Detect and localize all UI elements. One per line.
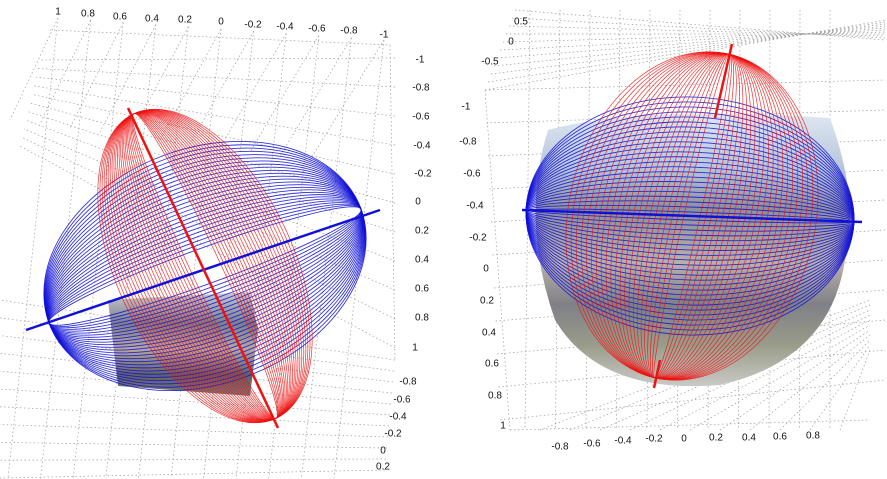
tick-label: -0.4 [466,201,484,212]
tick-label: 0.4 [742,433,756,444]
tick-label: 1 [55,7,61,18]
tick-label: 0.6 [773,432,787,443]
tick-label: 0 [483,264,489,275]
tick-label: 0.4 [482,328,496,339]
grid-line [280,38,351,156]
grid-line [0,425,388,437]
grid-line [220,33,286,148]
grid-line [0,442,387,448]
grid-line [512,18,885,38]
grid-line [0,470,385,478]
tick-label: -0.8 [399,377,417,388]
grid-line [0,407,389,426]
tick-label: -1 [380,30,389,41]
tick-label: -0.4 [413,141,431,152]
tick-label: -0.2 [384,429,402,440]
grid-line [8,18,58,478]
tick-label: -0.6 [463,169,481,180]
tick-label: -1 [462,102,471,113]
tick-label: 0.5 [514,17,528,28]
tick-label: 0 [380,446,386,457]
grid-line [34,86,395,145]
grid-line [70,22,123,128]
grid-line [0,459,386,460]
tick-label: 1 [412,343,418,354]
tick-label: -0.6 [393,395,411,406]
grid-line [301,38,351,478]
grid-line [491,24,885,74]
tick-label: 0.2 [415,226,429,237]
tick-label: 0 [415,197,421,208]
tick-label: -0.2 [414,169,432,180]
tick-label: 0.4 [145,14,159,25]
tick-label: -0.6 [583,439,601,450]
tick-label: 0.2 [709,433,723,444]
tick-label: -1 [416,55,425,66]
grid-line [0,389,390,415]
grid-line [250,36,319,152]
tick-label: 0.6 [415,284,429,295]
tick-label: -0.8 [551,442,569,453]
tick-label: 0.2 [480,296,494,307]
tick-label: 0.2 [178,15,192,26]
grid-line [485,80,885,90]
tick-label: 0 [218,17,224,28]
tick-label: -0.8 [340,26,358,37]
tick-label: 0 [681,434,687,445]
figure: 1 0.8 0.6 0.4 0.2 0 -0.2 -0.4 -0.6 -0.8 -1 -1 -0.8 -0… [0,0,887,479]
curves [9,26,862,455]
tick-label: 0.8 [415,313,429,324]
tick-label: -0.2 [244,20,262,31]
tick-label: 0.2 [376,462,390,473]
tick-label: 0.6 [485,359,499,370]
grid-line [810,345,870,430]
tick-label: -0.4 [276,22,294,33]
grid-line [485,90,510,430]
tick-label: -0.5 [481,57,499,68]
grid-line [488,22,885,82]
grid-line [515,10,885,40]
tick-label: -0.6 [412,112,430,123]
tick-label: 0.4 [415,255,429,266]
tick-label: -0.4 [389,412,407,423]
tick-label: -0.8 [459,137,477,148]
tick-label: -0.2 [645,434,663,445]
tick-label: 0.8 [488,391,502,402]
grid-line [138,27,188,478]
grid-line [40,58,395,60]
curve [54,76,357,455]
tick-label: 0.8 [81,9,95,20]
grid-line [840,350,870,430]
tick-label: 1 [500,421,506,432]
tick-label: 0.6 [113,12,127,23]
tick-label: 0 [508,37,514,48]
tick-label: -0.6 [308,24,326,35]
tick-label: -0.2 [469,233,487,244]
grid-line [28,112,395,232]
grid-line [38,69,395,87]
grid-line [190,31,254,144]
tick-label: -0.8 [412,83,430,94]
grid-line [503,32,885,42]
grid-line [36,77,395,116]
grid-line [310,40,384,160]
tick-label: 0.8 [806,431,820,442]
grid-line [780,340,870,430]
grid-line [500,30,885,50]
grid-line [40,20,91,124]
tick-label: -0.4 [614,436,632,447]
grid-line [510,420,870,430]
curve [65,82,344,451]
grid-line [30,103,395,203]
